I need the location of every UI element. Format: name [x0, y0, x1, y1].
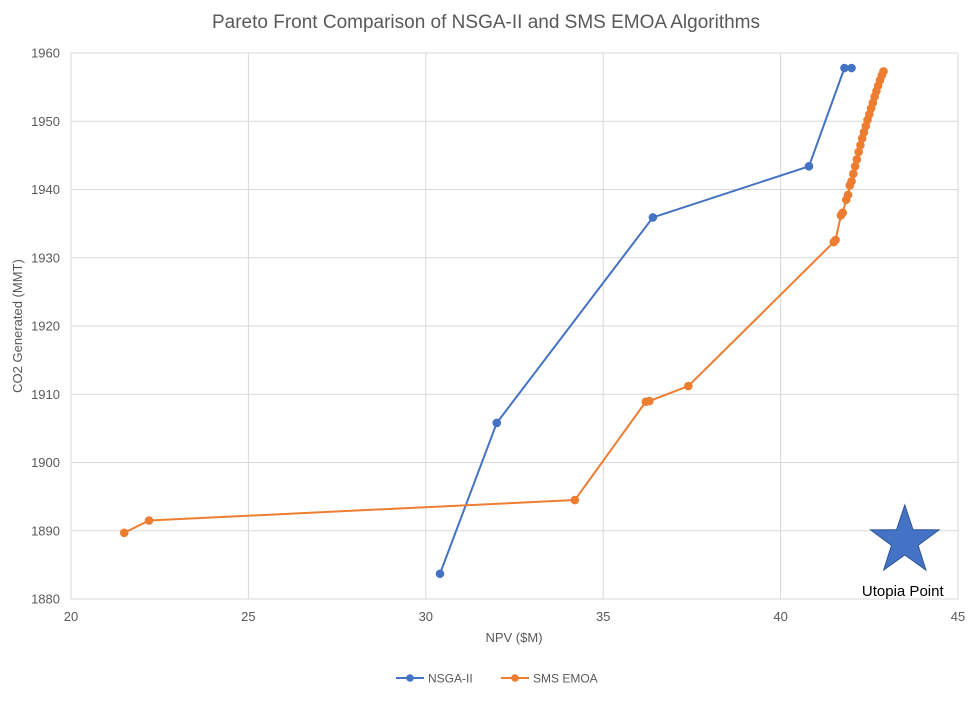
data-point	[645, 396, 654, 406]
data-point	[570, 495, 580, 505]
series-line	[439, 67, 852, 575]
legend-label: SMS EMOA	[533, 672, 598, 686]
utopia-point-label: Utopia Point	[862, 583, 945, 600]
data-point	[804, 161, 814, 171]
x-tick-label: 20	[64, 609, 78, 624]
data-point	[852, 155, 862, 164]
data-point	[838, 208, 847, 218]
data-point	[684, 381, 693, 391]
x-tick-label: 30	[419, 609, 433, 624]
data-point	[119, 528, 129, 538]
legend-swatch-marker	[511, 674, 519, 682]
annotation-layer: Utopia Point	[862, 503, 945, 600]
data-point	[492, 418, 502, 428]
data-point	[435, 569, 445, 579]
y-tick-label: 1960	[31, 46, 60, 61]
series-sms-emoa	[119, 67, 888, 538]
series-line	[123, 71, 885, 534]
data-point	[847, 63, 856, 73]
axis-ticks: 20 25 30 35 40 45 1880 1890 1900 1910 1920 1930 1940…	[31, 46, 965, 625]
legend: NSGA-II SMS EMOA	[396, 672, 598, 686]
y-tick-label: 1900	[31, 455, 60, 470]
y-tick-label: 1940	[31, 182, 60, 197]
data-point	[849, 169, 858, 179]
utopia-point-star-icon	[869, 503, 941, 572]
data-point	[144, 516, 154, 525]
y-tick-label: 1910	[31, 387, 60, 402]
legend-item: SMS EMOA	[501, 672, 598, 686]
x-tick-label: 25	[241, 609, 255, 624]
series-nsga-ii	[435, 63, 856, 579]
x-tick-label: 40	[773, 609, 787, 624]
data-point	[831, 235, 840, 245]
x-tick-label: 45	[951, 609, 965, 624]
legend-item: NSGA-II	[396, 672, 473, 686]
x-axis-label: NPV ($M)	[485, 630, 542, 645]
data-point	[648, 213, 658, 222]
legend-swatch-marker	[406, 674, 414, 682]
data-point	[847, 177, 856, 186]
chart-title: Pareto Front Comparison of NSGA-II and S…	[212, 12, 760, 33]
data-point	[840, 63, 849, 73]
series-layer	[119, 63, 888, 579]
legend-label: NSGA-II	[428, 672, 473, 686]
x-tick-label: 35	[596, 609, 610, 624]
y-tick-label: 1890	[31, 523, 60, 538]
y-tick-label: 1930	[31, 250, 60, 265]
gridlines	[70, 52, 959, 600]
y-axis-label: CO2 Generated (MMT)	[10, 259, 25, 393]
data-point	[879, 67, 888, 76]
y-tick-label: 1880	[31, 592, 60, 607]
y-tick-label: 1920	[31, 319, 60, 334]
y-tick-label: 1950	[31, 114, 60, 129]
data-point	[843, 190, 853, 200]
